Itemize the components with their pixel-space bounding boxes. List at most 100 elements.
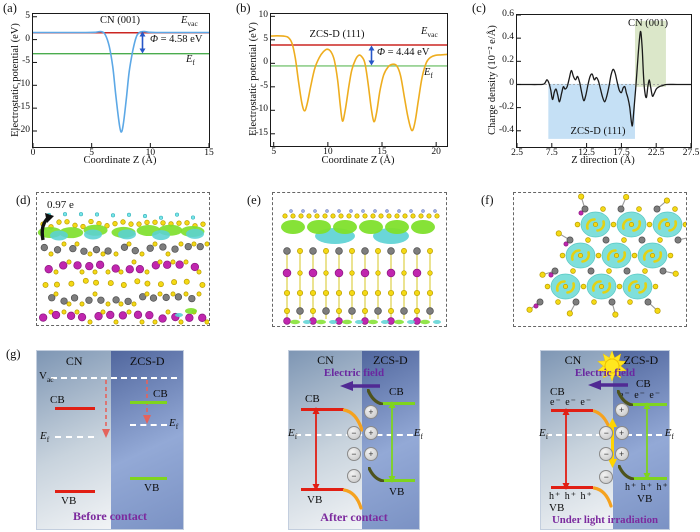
- cb-label-cn: CB: [550, 386, 565, 398]
- y-tick-label: -0.2: [498, 101, 514, 112]
- y-tick-label: 10: [258, 10, 269, 21]
- charge-plus: +: [363, 425, 378, 440]
- vb-band-cn: [301, 488, 344, 491]
- y-tick-label: 0.2: [502, 55, 514, 66]
- charge-minus: −: [347, 447, 361, 462]
- y-tick-label: -0.4: [498, 124, 514, 135]
- vb-band-zcs: [130, 477, 167, 480]
- vb-label-zcs: VB: [144, 482, 160, 494]
- band-bending-zcs-cb: [617, 390, 633, 406]
- x-tick-label: 20: [431, 147, 441, 157]
- cb-label-cn: CB: [50, 394, 65, 406]
- fermi-label-right: Ef: [664, 427, 674, 442]
- x-tick-label: 0: [30, 148, 36, 158]
- cb-band-zcs: [631, 403, 667, 406]
- fermi-label-cn: Ef: [40, 430, 50, 445]
- chart-b-plot: 5 10 15 20 10 5 0 -5 -10 -15: [255, 10, 448, 157]
- material-label-zcs: ZCS-D: [373, 353, 408, 367]
- vb-band-zcs: [381, 479, 415, 482]
- cb-band-zcs: [130, 401, 167, 404]
- chart-a-ef-label: Ef: [186, 54, 195, 68]
- y-tick-label: -15: [17, 102, 30, 113]
- electric-field-arrow: [340, 381, 380, 391]
- y-tick-label: -5: [260, 80, 268, 91]
- work-function-arrow-a: [139, 31, 146, 54]
- y-tick-label: 0.4: [502, 32, 514, 43]
- y-tick-label: 0: [263, 57, 268, 68]
- charge-plus: +: [614, 425, 629, 440]
- material-label-zcs: ZCS-D: [623, 353, 659, 367]
- cb-label-zcs: CB: [636, 378, 651, 390]
- electric-field-label: Electric field: [323, 367, 385, 379]
- band-bending-zcs-vb: [618, 465, 634, 480]
- band-bending-cn-cb: [343, 408, 363, 432]
- chart-c-xlabel: Z direction (Å): [571, 155, 635, 166]
- y-tick-label: -20: [17, 125, 30, 135]
- band-bending-zcs-cb: [367, 389, 383, 405]
- y-tick-label: 0: [25, 33, 30, 44]
- electric-field-arrow: [588, 380, 628, 390]
- band-bending-zcs-vb: [368, 467, 384, 482]
- cb-band-zcs: [381, 402, 415, 405]
- y-tick-label: -10: [255, 104, 268, 115]
- bandgap-arrow-cn: [312, 407, 320, 491]
- charge-plus: +: [363, 447, 378, 462]
- bandgap-arrow-cn: [562, 408, 570, 490]
- fermi-label-right: Ef: [413, 427, 423, 442]
- chart-c-ylabel: Charge density (10⁻² e/Å): [487, 25, 498, 135]
- x-tick-label: 17.5: [613, 148, 630, 158]
- panel-label-c: (c): [472, 1, 486, 15]
- panel-label-g: (g): [6, 347, 21, 361]
- band-bending-cn-vb: [593, 486, 613, 508]
- x-tick-label: 15: [204, 148, 214, 158]
- chart-a-phi-label: Φ = 4.58 eV: [150, 34, 203, 45]
- charge-minus: −: [347, 468, 361, 483]
- panel-label-e: (e): [247, 193, 261, 207]
- fermi-line-cn: [55, 436, 94, 438]
- x-tick-label: 22.5: [647, 148, 665, 158]
- vb-label-cn: VB: [307, 494, 323, 506]
- cb-label-zcs: CB: [153, 388, 168, 400]
- chart-b-title: ZCS-D (111): [309, 29, 365, 40]
- chart-a-ylabel: Electrostatic potential (eV): [10, 23, 21, 137]
- material-label-cn: CN: [564, 353, 582, 367]
- bandgap-arrow-zcs: [388, 401, 396, 483]
- fermi-label-left: Ef: [539, 427, 549, 442]
- y-tick-label: -5: [22, 56, 30, 67]
- work-function-arrow-cn: [102, 380, 110, 438]
- sun-icon: [597, 350, 627, 382]
- panel-label-d: (d): [16, 193, 31, 207]
- chart-c-zcs-annotation: ZCS-D (111): [570, 126, 626, 137]
- vb-label-zcs: VB: [637, 493, 653, 505]
- material-label-zcs: ZCS-D: [129, 354, 165, 368]
- x-tick-label: 15: [377, 147, 387, 157]
- material-label-cn: CN: [65, 354, 83, 368]
- x-tick-label: 27.5: [682, 148, 700, 158]
- structure-render-e: [272, 192, 447, 327]
- x-tick-label: 12.5: [578, 148, 595, 158]
- cn-region: [289, 351, 362, 529]
- band-diagram-under-light: CN ZCS-D Electric field CB e⁻ e⁻ e⁻ Ef E…: [539, 350, 674, 530]
- charge-minus: −: [599, 470, 614, 485]
- caption-under-light: Under light irradiation: [552, 514, 658, 526]
- vb-band-zcs: [631, 477, 667, 480]
- cb-band-cn: [55, 407, 95, 410]
- cb-label-cn: CB: [305, 393, 320, 405]
- chart-b-phi-label: Φ = 4.44 eV: [377, 47, 430, 58]
- panel-label-f: (f): [481, 193, 494, 207]
- x-tick-label: 10: [145, 148, 156, 158]
- fermi-label-left: Ef: [288, 427, 298, 442]
- x-tick-label: 5: [89, 148, 95, 158]
- chart-a-evac-label: Evac: [181, 15, 198, 29]
- structure-render-f: [513, 192, 700, 327]
- charge-transfer-arrow-icon: [40, 213, 54, 241]
- electrons-zcs: e⁻ e⁻ e⁻: [619, 390, 662, 401]
- x-tick-label: 7.5: [545, 148, 558, 158]
- cb-band-cn: [301, 408, 344, 411]
- y-tick-label: 5: [25, 10, 30, 21]
- vacuum-level-line: [51, 377, 177, 379]
- vb-label-cn: VB: [549, 502, 565, 514]
- y-tick-label: 5: [263, 33, 268, 44]
- caption-before-contact: Before contact: [72, 509, 148, 523]
